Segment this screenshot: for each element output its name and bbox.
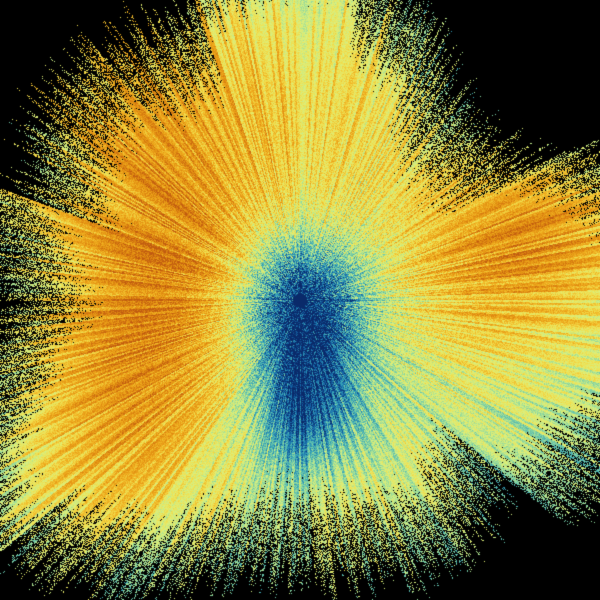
radar-image (0, 0, 600, 600)
radar-scan-canvas (0, 0, 600, 600)
